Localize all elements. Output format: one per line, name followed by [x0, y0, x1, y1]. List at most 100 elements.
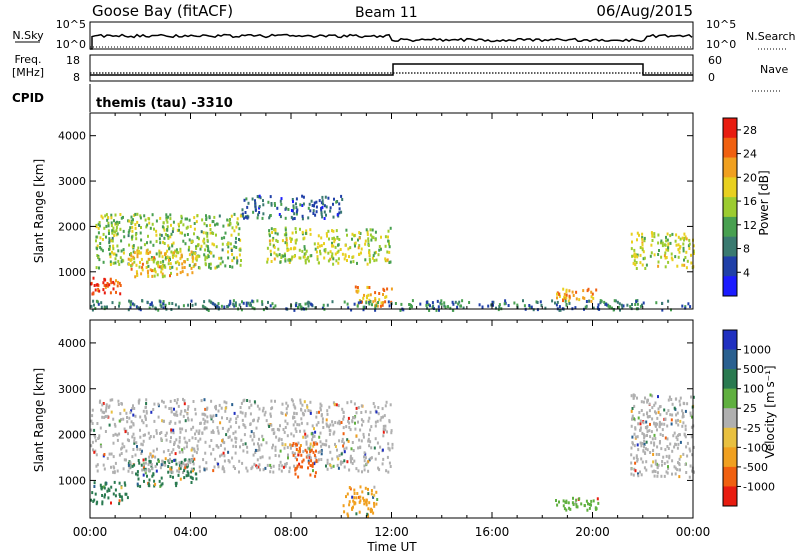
- echo-cell: [140, 272, 143, 276]
- echo-cell: [165, 256, 167, 260]
- echo-cell: [357, 420, 359, 424]
- echo-cell: [370, 425, 373, 429]
- echo-cell: [143, 214, 146, 218]
- echo-cell: [567, 299, 570, 303]
- echo-cell: [138, 265, 141, 269]
- echo-cell: [175, 438, 178, 442]
- echo-cell: [228, 303, 231, 307]
- echo-cell: [170, 428, 173, 432]
- echo-cell: [630, 467, 633, 471]
- echo-cell: [372, 300, 375, 304]
- echo-cell: [297, 453, 300, 457]
- echo-cell: [218, 214, 221, 218]
- echo-cell: [325, 439, 328, 443]
- echo-cell: [302, 195, 305, 199]
- echo-cell: [177, 261, 180, 265]
- echo-cell: [249, 301, 252, 305]
- echo-cell: [226, 417, 229, 420]
- echo-cell: [320, 206, 323, 210]
- echo-cell: [133, 436, 136, 440]
- echo-cell: [126, 438, 129, 442]
- echo-cell: [309, 232, 312, 236]
- echo-cell: [221, 242, 224, 246]
- echo-cell: [104, 286, 107, 289]
- echo-cell: [162, 462, 164, 466]
- echo-cell: [168, 246, 171, 250]
- echo-cell: [256, 449, 259, 452]
- echo-cell: [313, 434, 316, 438]
- echo-cell: [656, 445, 659, 449]
- echo-cell: [188, 245, 191, 249]
- echo-cell: [600, 299, 603, 303]
- echo-cell: [128, 229, 131, 233]
- echo-cell: [162, 259, 165, 263]
- echo-cell: [193, 216, 196, 220]
- echo-cell: [161, 275, 164, 279]
- echo-cell: [379, 247, 382, 251]
- echo-cell: [345, 228, 348, 232]
- echo-cell: [177, 305, 180, 309]
- echo-cell: [100, 445, 103, 449]
- echo-cell: [665, 454, 668, 458]
- echo-cell: [522, 299, 524, 303]
- echo-cell: [232, 444, 235, 448]
- echo-cell: [321, 215, 324, 219]
- echo-cell: [107, 487, 110, 491]
- echo-cell: [122, 229, 125, 233]
- echo-cell: [440, 299, 443, 303]
- echo-cell: [254, 208, 257, 212]
- echo-cell: [215, 265, 218, 269]
- echo-cell: [90, 282, 93, 286]
- echo-cell: [266, 257, 269, 261]
- echo-cell: [293, 217, 296, 220]
- echo-cell: [104, 430, 107, 433]
- echo-cell: [387, 235, 389, 239]
- echo-cell: [295, 412, 298, 416]
- echo-cell: [158, 254, 161, 258]
- echo-cell: [670, 256, 673, 260]
- echo-cell: [677, 442, 680, 446]
- echo-cell: [373, 485, 376, 489]
- echo-cell: [110, 501, 112, 505]
- echo-cell: [149, 250, 152, 254]
- echo-cell: [112, 441, 115, 445]
- echo-cell: [178, 440, 181, 444]
- echo-cell: [132, 302, 134, 306]
- echo-cell: [186, 441, 188, 445]
- echo-cell: [587, 287, 590, 291]
- echo-cell: [172, 241, 175, 245]
- echo-cell: [294, 227, 297, 231]
- echo-cell: [292, 206, 295, 210]
- echo-cell: [179, 271, 182, 275]
- echo-cell: [112, 226, 115, 230]
- echo-cell: [304, 436, 307, 439]
- echo-cell: [572, 496, 574, 500]
- echo-cell: [191, 436, 194, 440]
- echo-cell: [192, 469, 194, 473]
- echo-cell: [112, 417, 115, 421]
- echo-cell: [641, 431, 644, 435]
- echo-cell: [168, 459, 171, 463]
- echo-cell: [141, 266, 144, 270]
- echo-cell: [190, 481, 193, 484]
- freq-unit-label: [MHz]: [12, 66, 44, 79]
- echo-cell: [248, 406, 251, 410]
- echo-cell: [174, 261, 177, 265]
- echo-cell: [180, 253, 183, 257]
- echo-cell: [307, 304, 310, 308]
- echo-cell: [339, 248, 342, 251]
- echo-cell: [261, 434, 264, 438]
- echo-cell: [137, 246, 140, 250]
- echo-cell: [294, 468, 297, 472]
- echo-cell: [304, 448, 307, 452]
- echo-cell: [582, 289, 585, 293]
- echo-cell: [565, 296, 568, 300]
- echo-cell: [142, 463, 145, 467]
- echo-cell: [99, 242, 102, 245]
- echo-cell: [675, 435, 678, 439]
- echo-cell: [359, 485, 362, 489]
- echo-cell: [187, 418, 190, 422]
- echo-cell: [105, 213, 108, 217]
- echo-cell: [367, 439, 370, 443]
- echo-cell: [120, 249, 123, 253]
